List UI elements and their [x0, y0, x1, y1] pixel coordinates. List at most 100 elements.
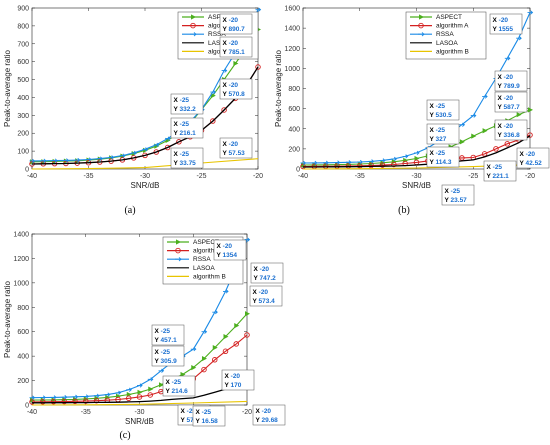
x-tick-label: -30	[134, 409, 144, 416]
data-point	[234, 323, 240, 329]
datatip-x: X -20	[223, 141, 239, 148]
datatip-y: Y 530.5	[430, 112, 453, 119]
datatip-box	[516, 147, 550, 169]
legend-entry-label: ASPECT	[193, 239, 219, 246]
datatip-x: X -25	[174, 151, 190, 158]
x-tick-label: -35	[83, 173, 93, 180]
datatip-x: X -25	[166, 379, 182, 386]
data-point	[115, 390, 122, 395]
datatip-x: X -20	[253, 289, 269, 296]
data-point	[300, 160, 307, 166]
y-tick-label: 0	[296, 167, 300, 174]
datatip-box	[213, 239, 247, 261]
data-point	[391, 159, 397, 165]
datatip-box	[219, 137, 253, 159]
series-line-algorithm-b	[31, 158, 259, 170]
y-tick-label: 800	[17, 23, 29, 30]
datatip-y: Y 890.7	[223, 26, 246, 33]
data-point	[459, 155, 465, 161]
datatip-x: X -25	[174, 121, 190, 128]
datatip-y: Y 114.3	[430, 159, 452, 166]
y-tick-label: 800	[17, 305, 29, 312]
datatip-y: Y 216.1	[174, 130, 197, 137]
datatip-x: X -20	[493, 17, 509, 24]
y-tick-label: 700	[17, 41, 29, 48]
data-point	[131, 151, 137, 157]
legend-marker	[418, 22, 424, 29]
data-point	[97, 156, 103, 161]
datatip-box	[250, 262, 284, 284]
data-point	[528, 107, 533, 113]
legend-entry-label: LASOA	[193, 265, 215, 272]
datatip-x: X -25	[181, 408, 197, 415]
x-tick-label: -25	[196, 173, 206, 180]
data-point	[137, 383, 143, 388]
data-point	[40, 399, 46, 405]
data-point	[72, 394, 79, 399]
y-tick-label: 900	[17, 6, 29, 13]
data-point	[126, 387, 132, 392]
legend-entry-label: LASOA	[208, 40, 230, 47]
data-point	[83, 394, 89, 399]
datatip-x: X -25	[155, 328, 171, 335]
datatip-box	[219, 78, 253, 100]
data-point	[212, 344, 218, 351]
datatip-y: Y 16.58	[196, 418, 219, 425]
series-line-lasoa	[32, 383, 248, 404]
datatip-box	[170, 117, 204, 139]
chart-panel-2: -40 -35 -30 -25 -20 0 200 400 600 800 1000 1200 1400…	[274, 6, 550, 216]
x-tick-label: -20	[242, 409, 252, 416]
data-point	[210, 93, 216, 99]
x-tick-label: -30	[411, 173, 421, 180]
data-point	[471, 133, 477, 139]
datatip-box	[162, 375, 196, 397]
legend-entry-label: algorithm A	[193, 248, 226, 255]
panel-caption: (a)	[124, 205, 135, 216]
x-axis-label: SNR/dB	[125, 417, 154, 426]
y-tick-label: 1000	[284, 66, 300, 73]
datatip-box	[426, 99, 460, 121]
y-tick-label: 600	[17, 59, 29, 66]
datatip-x: X -20	[498, 95, 514, 102]
data-point	[201, 366, 207, 373]
y-axis-label: Peak-to-average ratio	[3, 280, 12, 357]
data-point	[148, 386, 154, 392]
data-point	[51, 395, 57, 400]
y-tick-label: 500	[17, 77, 29, 84]
datatip-box	[219, 36, 253, 58]
x-tick-label: -20	[253, 173, 263, 180]
datatip-y: Y 587.7	[498, 104, 521, 111]
y-tick-label: 600	[17, 329, 29, 336]
data-point	[482, 94, 488, 99]
data-point	[74, 157, 81, 163]
data-point	[97, 156, 103, 162]
data-point	[40, 158, 47, 163]
datatip-y: Y 1354	[217, 252, 238, 259]
y-tick-label: 200	[17, 378, 29, 385]
data-point	[516, 112, 522, 118]
data-point	[210, 118, 216, 124]
legend-entry-label: RSSA	[436, 31, 454, 38]
data-point	[137, 389, 143, 395]
datatip-x: X -20	[498, 74, 514, 81]
data-point	[357, 159, 363, 165]
legend-marker	[175, 257, 182, 262]
y-tick-label: 800	[288, 86, 300, 93]
data-point	[72, 398, 78, 405]
data-point	[222, 348, 229, 355]
datatip-y: Y 29.68	[256, 417, 279, 424]
data-point	[221, 107, 227, 113]
data-point	[190, 347, 197, 352]
data-point	[255, 64, 261, 70]
data-point	[52, 158, 58, 163]
data-point	[63, 158, 70, 163]
datatip-y: Y 214.6	[166, 388, 189, 395]
datatip-y: Y 33.75	[174, 160, 197, 167]
datatip-y: Y 1555	[493, 26, 514, 33]
legend-entry-label: ASPECT	[436, 14, 462, 21]
data-point	[255, 7, 262, 12]
datatip-box	[489, 13, 523, 35]
datatip-x: X -20	[223, 82, 239, 89]
data-point	[223, 289, 229, 294]
data-point	[50, 398, 57, 405]
